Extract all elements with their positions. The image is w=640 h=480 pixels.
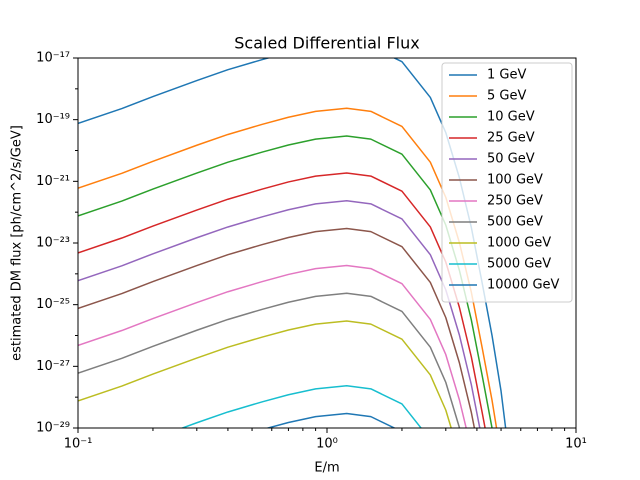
series-line [78, 264, 467, 428]
series-line [78, 172, 486, 428]
legend-label: 25 GeV [487, 131, 535, 146]
series-line [78, 200, 481, 428]
legend-label: 5000 GeV [487, 257, 551, 272]
legend-label: 10 GeV [487, 110, 535, 125]
series-line [78, 320, 452, 428]
plot-lines [78, 58, 507, 428]
series-line [180, 385, 422, 428]
series-line [78, 107, 498, 428]
legend-label: 1000 GeV [487, 236, 551, 251]
legend-label: 1 GeV [487, 68, 526, 83]
y-tick-label: 10⁻²⁹ [36, 421, 70, 436]
series-line [78, 135, 493, 428]
legend-label: 500 GeV [487, 215, 543, 230]
y-tick-label: 10⁻²⁵ [36, 297, 70, 312]
y-tick-label: 10⁻¹⁷ [36, 51, 70, 66]
y-tick-label: 10⁻¹⁹ [36, 112, 70, 127]
legend-label: 5 GeV [487, 89, 526, 104]
x-tick-label: 10⁻¹ [64, 437, 93, 452]
legend-label: 250 GeV [487, 194, 543, 209]
legend-label: 50 GeV [487, 152, 535, 167]
x-tick-label: 10¹ [565, 437, 587, 452]
x-tick-label: 10⁰ [316, 437, 338, 452]
legend-label: 10000 GeV [487, 278, 560, 293]
y-axis-label: estimated DM flux [ph/cm^2/s/GeV] [10, 125, 25, 361]
chart-title: Scaled Differential Flux [234, 34, 419, 53]
series-line [78, 227, 476, 428]
x-axis-label: E/m [314, 461, 339, 476]
y-tick-label: 10⁻²¹ [36, 174, 70, 189]
series-line [78, 292, 461, 428]
series-line [265, 412, 397, 428]
y-tick-label: 10⁻²³ [36, 236, 70, 251]
y-tick-label: 10⁻²⁷ [36, 359, 70, 374]
legend-label: 100 GeV [487, 173, 543, 188]
